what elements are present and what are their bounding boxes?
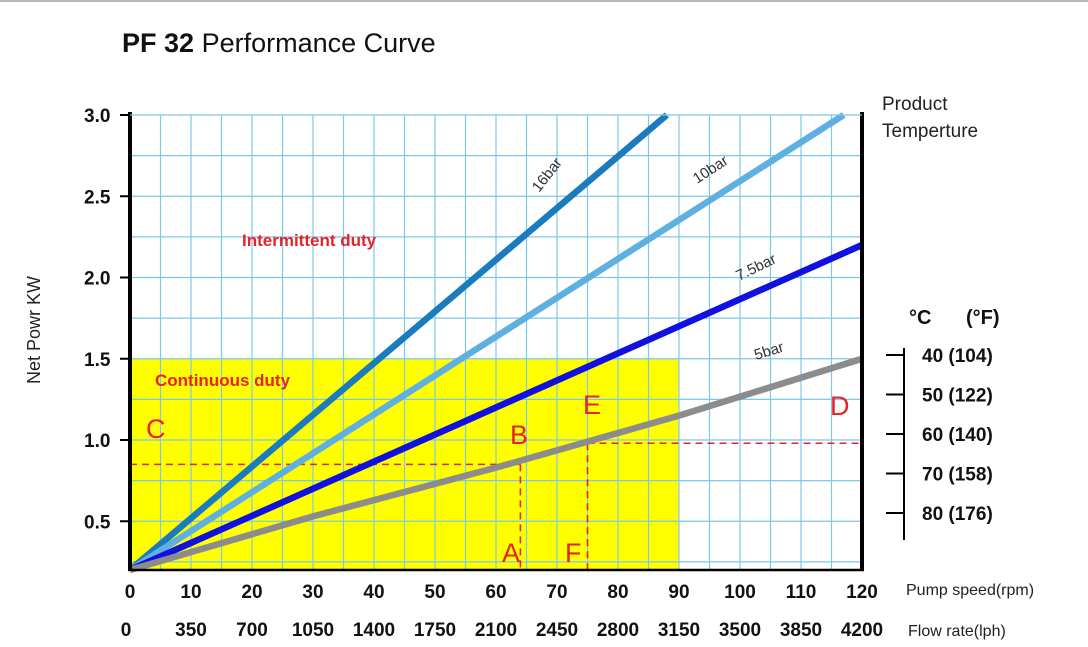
series-line-7-5bar <box>128 242 864 573</box>
y-tick-label: 3.0 <box>84 106 110 127</box>
temp-scale-label: 50 (122) <box>922 386 993 407</box>
plot-frame <box>120 112 905 572</box>
product-temperature-title-1: Product <box>882 94 948 115</box>
chart-title-model: PF 32 <box>122 28 195 58</box>
temp-header-f: (°F) <box>966 307 1000 329</box>
guide-lines <box>130 442 862 570</box>
x-axis-label-lph: Flow rate(lph) <box>908 623 1006 640</box>
x-tick-label-rpm: 50 <box>424 582 445 603</box>
series-line-10bar <box>128 112 846 573</box>
continuous-duty-label: Continuous duty <box>155 371 291 390</box>
x-tick-label-rpm: 80 <box>607 582 628 603</box>
x-tick-label-rpm: 20 <box>241 582 262 603</box>
chart-text: 0.5 1.0 1.5 2.0 2.5 3.0 Net Powr KW 0 10 20 30 40 50… <box>24 94 1034 641</box>
x-tick-label-lph: 350 <box>175 620 207 641</box>
x-tick-label-lph: 3850 <box>780 620 822 641</box>
x-tick-label-rpm: 0 <box>125 582 136 603</box>
x-tick-label-rpm: 110 <box>786 582 817 603</box>
grid-lines <box>130 115 862 570</box>
chart-title: PF 32 Performance Curve <box>122 28 436 59</box>
chart-title-text: Performance Curve <box>201 28 436 58</box>
x-tick-label-lph: 700 <box>236 620 268 641</box>
x-tick-label-lph: 0 <box>121 620 132 641</box>
series-line-5bar <box>129 355 863 574</box>
x-tick-label-lph: 1400 <box>353 620 395 641</box>
x-tick-label-lph: 3150 <box>658 620 700 641</box>
x-tick-label-rpm: 120 <box>846 582 878 603</box>
annotation-c: C <box>146 414 166 444</box>
product-temperature-title-2: Temperture <box>882 121 978 142</box>
x-tick-label-lph: 2800 <box>597 620 639 641</box>
x-tick-label-lph: 3500 <box>719 620 761 641</box>
temp-scale-label: 40 (104) <box>922 346 993 367</box>
y-tick-label: 1.5 <box>84 350 111 371</box>
y-tick-label: 0.5 <box>84 512 111 533</box>
annotation-a: A <box>502 538 520 568</box>
y-tick-label: 1.0 <box>84 431 110 452</box>
top-border <box>0 0 1088 2</box>
annotation-e: E <box>583 390 601 420</box>
intermittent-duty-label: Intermittent duty <box>242 231 377 250</box>
x-tick-label-lph: 1750 <box>414 620 456 641</box>
x-tick-label-rpm: 70 <box>546 582 567 603</box>
annotation-b: B <box>510 420 528 450</box>
x-tick-label-lph: 1050 <box>292 620 334 641</box>
y-axis-label: Net Powr KW <box>24 276 44 384</box>
x-tick-label-rpm: 60 <box>485 582 506 603</box>
x-tick-label-rpm: 100 <box>724 582 756 603</box>
y-tick-label: 2.5 <box>84 187 111 208</box>
series-lines <box>127 112 864 574</box>
x-tick-label-lph: 2450 <box>536 620 578 641</box>
x-tick-label-rpm: 90 <box>668 582 689 603</box>
x-tick-label-rpm: 30 <box>302 582 323 603</box>
x-tick-label-rpm: 10 <box>180 582 201 603</box>
x-axis-label-rpm: Pump speed(rpm) <box>906 582 1034 599</box>
x-tick-label-rpm: 40 <box>363 582 384 603</box>
annotation-d: D <box>830 391 850 421</box>
y-tick-label: 2.0 <box>84 269 110 290</box>
x-tick-label-lph: 2100 <box>475 620 517 641</box>
temp-scale-label: 80 (176) <box>922 504 993 525</box>
temp-scale-label: 70 (158) <box>922 465 993 486</box>
series-line-16bar <box>127 112 669 573</box>
temp-header-c: °C <box>909 307 931 329</box>
annotation-f: F <box>565 538 582 568</box>
x-tick-label-lph: 4200 <box>841 620 883 641</box>
temp-scale-label: 60 (140) <box>922 425 993 446</box>
